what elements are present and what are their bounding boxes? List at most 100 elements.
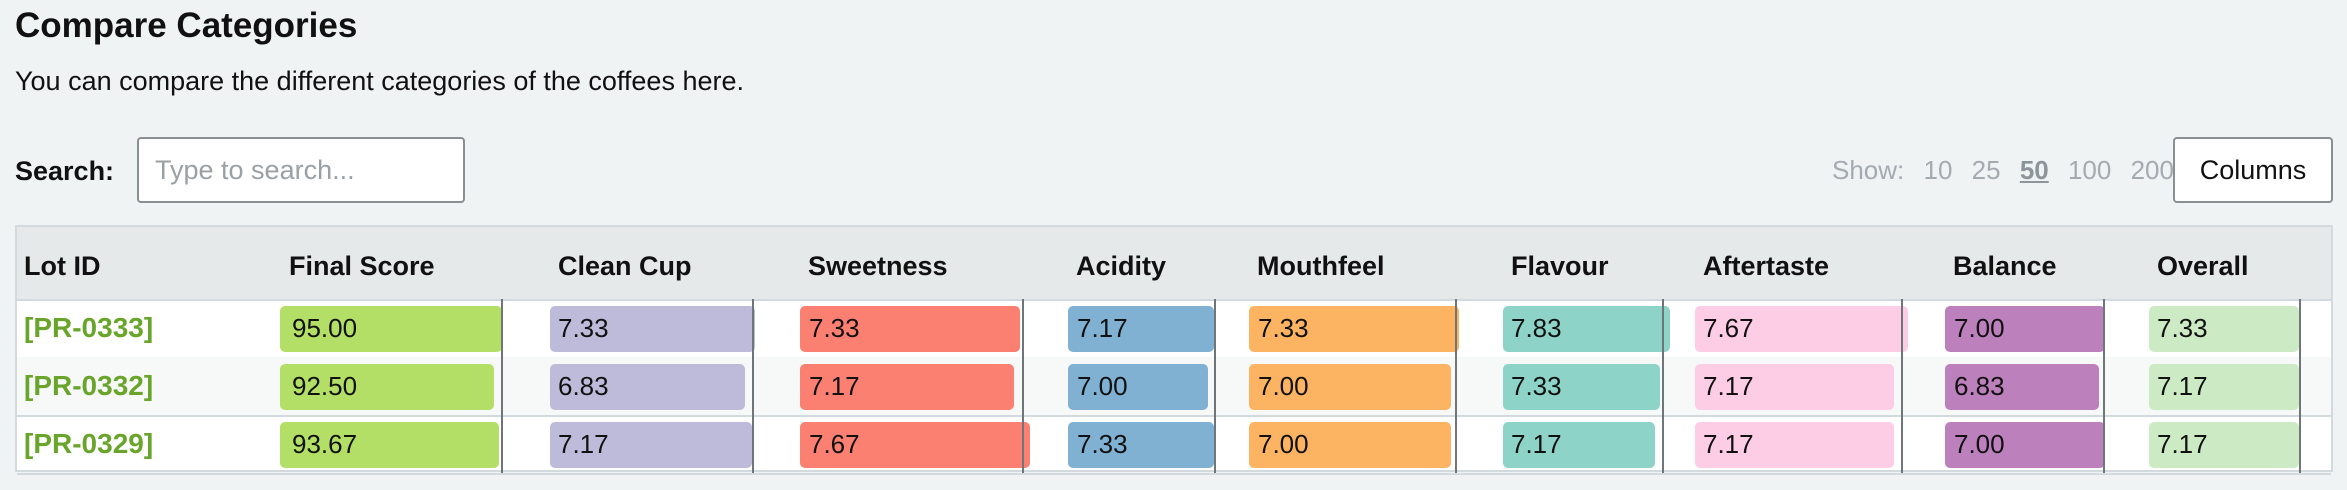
column-divider <box>1662 299 1664 357</box>
final-score-bar <box>280 306 502 352</box>
flavour-value: 7.33 <box>1511 371 1562 401</box>
column-divider <box>501 299 503 357</box>
flavour-value: 7.17 <box>1511 429 1562 459</box>
aftertaste-bar <box>1695 364 1894 410</box>
overall-value: 7.17 <box>2157 371 2208 401</box>
aftertaste-bar <box>1695 422 1894 468</box>
column-divider <box>752 299 754 357</box>
flavour-value: 7.83 <box>1511 313 1562 343</box>
column-divider <box>1455 357 1457 415</box>
sweetness-bar <box>800 422 1030 468</box>
flavour-bar <box>1503 422 1655 468</box>
column-divider <box>2103 357 2105 415</box>
overall-bar <box>2149 422 2299 468</box>
column-divider <box>752 415 754 473</box>
column-divider <box>1455 299 1457 357</box>
compare-table: Lot ID Final Score Clean Cup Sweetness A… <box>15 225 2333 475</box>
mouthfeel-bar <box>1249 364 1451 410</box>
aftertaste-value: 7.17 <box>1703 371 1754 401</box>
column-header-aftertaste[interactable]: Aftertaste <box>1703 251 1830 281</box>
table-header-row: Lot ID Final Score Clean Cup Sweetness A… <box>17 227 2331 301</box>
final-score-bar <box>280 364 494 410</box>
column-header-lot-id[interactable]: Lot ID <box>24 251 101 281</box>
column-divider <box>501 415 503 473</box>
table-row: [PR-0333] 95.00 7.33 7.33 7.17 7.33 7.83 7.67 7.… <box>17 299 2331 359</box>
final-score-value: 92.50 <box>292 371 358 401</box>
mouthfeel-value: 7.00 <box>1258 371 1309 401</box>
sweetness-bar <box>800 364 1014 410</box>
overall-value: 7.33 <box>2157 313 2208 343</box>
aftertaste-value: 7.67 <box>1703 313 1754 343</box>
column-header-sweetness[interactable]: Sweetness <box>808 251 948 281</box>
column-divider <box>2103 415 2105 473</box>
column-divider <box>1901 357 1903 415</box>
page-size-option-50[interactable]: 50 <box>2019 155 2049 185</box>
final-score-bar <box>280 422 499 468</box>
column-divider <box>1022 357 1024 415</box>
aftertaste-bar <box>1695 306 1908 352</box>
column-divider <box>2299 357 2301 415</box>
columns-button[interactable]: Columns <box>2173 137 2333 203</box>
mouthfeel-value: 7.33 <box>1258 313 1309 343</box>
column-header-mouthfeel[interactable]: Mouthfeel <box>1257 251 1385 281</box>
final-score-value: 93.67 <box>292 429 358 459</box>
table-row: [PR-0332] 92.50 6.83 7.17 7.00 7.00 7.33 7.17 6.… <box>17 357 2331 417</box>
column-divider <box>1662 357 1664 415</box>
search-label: Search: <box>15 156 115 186</box>
column-divider <box>1214 357 1216 415</box>
balance-value: 7.00 <box>1954 313 2005 343</box>
clean-cup-value: 6.83 <box>558 371 609 401</box>
column-divider <box>2299 299 2301 357</box>
lot-id-link[interactable]: [PR-0332] <box>24 370 154 401</box>
column-divider <box>1022 415 1024 473</box>
column-divider <box>1901 415 1903 473</box>
final-score-value: 95.00 <box>292 313 358 343</box>
search-input[interactable] <box>137 137 465 203</box>
column-header-final-score[interactable]: Final Score <box>289 251 435 281</box>
column-divider <box>1455 415 1457 473</box>
acidity-value: 7.00 <box>1077 371 1128 401</box>
clean-cup-value: 7.17 <box>558 429 609 459</box>
sweetness-value: 7.17 <box>809 371 860 401</box>
lot-id-link[interactable]: [PR-0333] <box>24 312 154 343</box>
mouthfeel-bar <box>1249 422 1451 468</box>
acidity-bar <box>1068 306 1214 352</box>
aftertaste-value: 7.17 <box>1703 429 1754 459</box>
page-size-option-10[interactable]: 10 <box>1923 155 1953 185</box>
acidity-value: 7.17 <box>1077 313 1128 343</box>
balance-value: 7.00 <box>1954 429 2005 459</box>
column-divider <box>1214 415 1216 473</box>
column-header-overall[interactable]: Overall <box>2157 251 2249 281</box>
clean-cup-value: 7.33 <box>558 313 609 343</box>
column-divider <box>1901 299 1903 357</box>
mouthfeel-value: 7.00 <box>1258 429 1309 459</box>
mouthfeel-bar <box>1249 306 1459 352</box>
page-description: You can compare the different categories… <box>15 66 744 96</box>
column-header-flavour[interactable]: Flavour <box>1511 251 1609 281</box>
show-label: Show: <box>1832 155 1905 185</box>
clean-cup-bar <box>550 364 745 410</box>
page-size-option-25[interactable]: 25 <box>1971 155 2001 185</box>
column-header-clean-cup[interactable]: Clean Cup <box>558 251 692 281</box>
column-divider <box>752 357 754 415</box>
clean-cup-bar <box>550 422 752 468</box>
balance-bar <box>1945 364 2099 410</box>
column-header-acidity[interactable]: Acidity <box>1076 251 1167 281</box>
acidity-bar <box>1068 364 1208 410</box>
column-header-balance[interactable]: Balance <box>1953 251 2057 281</box>
balance-bar <box>1945 422 2105 468</box>
column-divider <box>1022 299 1024 357</box>
page-size-selector: Show: 10 25 50 100 200 <box>1832 153 2174 187</box>
acidity-bar <box>1068 422 1214 468</box>
overall-bar <box>2149 306 2299 352</box>
balance-bar <box>1945 306 2105 352</box>
lot-id-link[interactable]: [PR-0329] <box>24 428 154 459</box>
sweetness-value: 7.67 <box>809 429 860 459</box>
acidity-value: 7.33 <box>1077 429 1128 459</box>
flavour-bar <box>1503 364 1660 410</box>
clean-cup-bar <box>550 306 755 352</box>
column-divider <box>1662 415 1664 473</box>
overall-value: 7.17 <box>2157 429 2208 459</box>
page-size-option-100[interactable]: 100 <box>2067 155 2112 185</box>
page-size-option-200[interactable]: 200 <box>2130 155 2174 185</box>
